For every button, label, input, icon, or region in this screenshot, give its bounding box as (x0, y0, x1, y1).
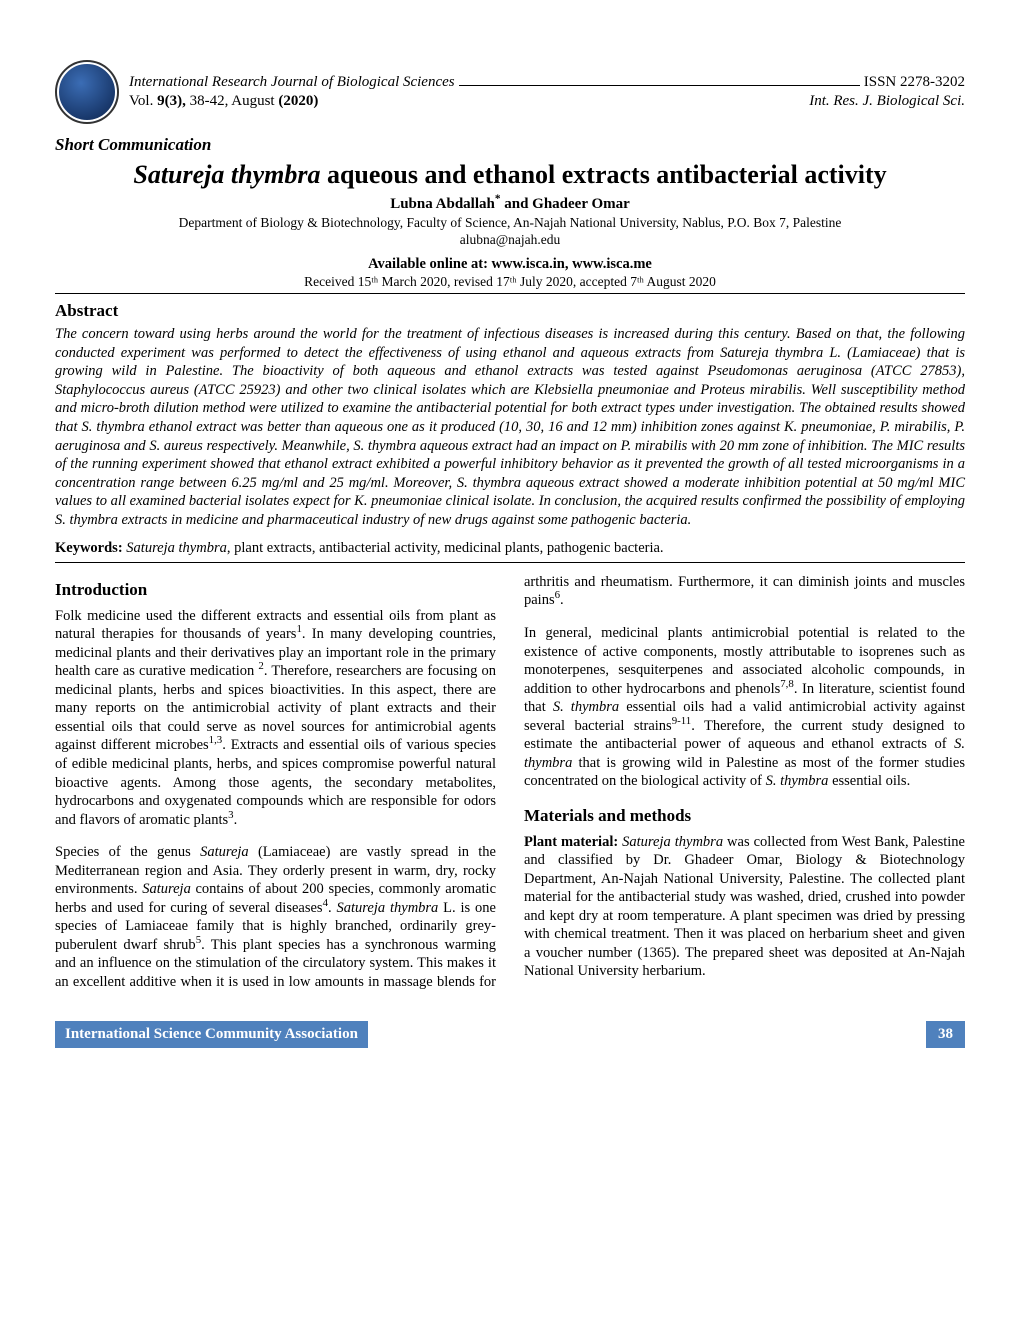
body-columns: Introduction Folk medicine used the diff… (55, 573, 965, 993)
journal-logo-icon (55, 60, 119, 124)
genus-name: Satureja (142, 881, 191, 897)
species-name: Satureja thymbra (622, 834, 723, 850)
page-number: 38 (926, 1021, 965, 1048)
species-name: S. thymbra (766, 773, 829, 789)
corresponding-email: alubna@najah.edu (55, 231, 965, 248)
cite-ref: 9-11 (672, 715, 692, 727)
intro-paragraph-3: In general, medicinal plants antimicrobi… (524, 624, 965, 791)
cite-ref: 1,3 (209, 735, 223, 747)
page-footer: International Science Community Associat… (55, 1021, 965, 1048)
species-name: S. thymbra (553, 699, 619, 715)
header-rule (459, 85, 860, 86)
intro-paragraph-1: Folk medicine used the different extract… (55, 607, 496, 830)
header-line-1: International Research Journal of Biolog… (129, 73, 965, 92)
abstract-heading: Abstract (55, 300, 965, 322)
keywords-italic: Satureja thymbra (126, 540, 227, 556)
species-name: Satureja thymbra (337, 900, 439, 916)
cite-ref: 7,8 (780, 678, 794, 690)
abstract-text: The concern toward using herbs around th… (55, 325, 965, 529)
journal-header-text: International Research Journal of Biolog… (129, 73, 965, 111)
keywords-line: Keywords: Satureja thymbra, plant extrac… (55, 539, 965, 563)
keywords-rest: , plant extracts, antibacterial activity… (227, 540, 664, 556)
text-run: . (328, 900, 337, 916)
text-run: was collected from West Bank, Palestine … (524, 834, 965, 980)
affiliation: Department of Biology & Biotechnology, F… (55, 214, 965, 231)
author-list: Lubna Abdallah* and Ghadeer Omar (55, 195, 965, 214)
available-online: Available online at: www.isca.in, www.is… (55, 255, 965, 274)
article-dates: Received 15ᵗʰ March 2020, revised 17ᵗʰ J… (55, 273, 965, 293)
title-species: Satureja thymbra (133, 160, 320, 189)
subsection-label: Plant material: (524, 834, 622, 850)
journal-abbrev: Int. Res. J. Biological Sci. (809, 92, 965, 111)
cite-ref: 6 (555, 590, 560, 602)
introduction-heading: Introduction (55, 579, 496, 601)
methods-heading: Materials and methods (524, 805, 965, 827)
journal-header: International Research Journal of Biolog… (55, 60, 965, 124)
article-title: Satureja thymbra aqueous and ethanol ext… (55, 158, 965, 191)
header-line-2: Vol. 9(3), 38-42, August (2020) Int. Res… (129, 92, 965, 111)
methods-paragraph-1: Plant material: Satureja thymbra was col… (524, 833, 965, 981)
cite-ref: 3 (228, 809, 233, 821)
issn-number: ISSN 2278-3202 (864, 73, 965, 92)
journal-name: International Research Journal of Biolog… (129, 73, 455, 92)
genus-name: Satureja (200, 844, 249, 860)
text-run: Species of the genus (55, 844, 200, 860)
volume-info: Vol. 9(3), 38-42, August (2020) (129, 92, 318, 111)
title-rest: aqueous and ethanol extracts antibacteri… (320, 160, 886, 189)
footer-association: International Science Community Associat… (55, 1021, 368, 1048)
text-run: essential oils. (828, 773, 910, 789)
article-type-label: Short Communication (55, 134, 965, 156)
keywords-label: Keywords: (55, 540, 123, 556)
